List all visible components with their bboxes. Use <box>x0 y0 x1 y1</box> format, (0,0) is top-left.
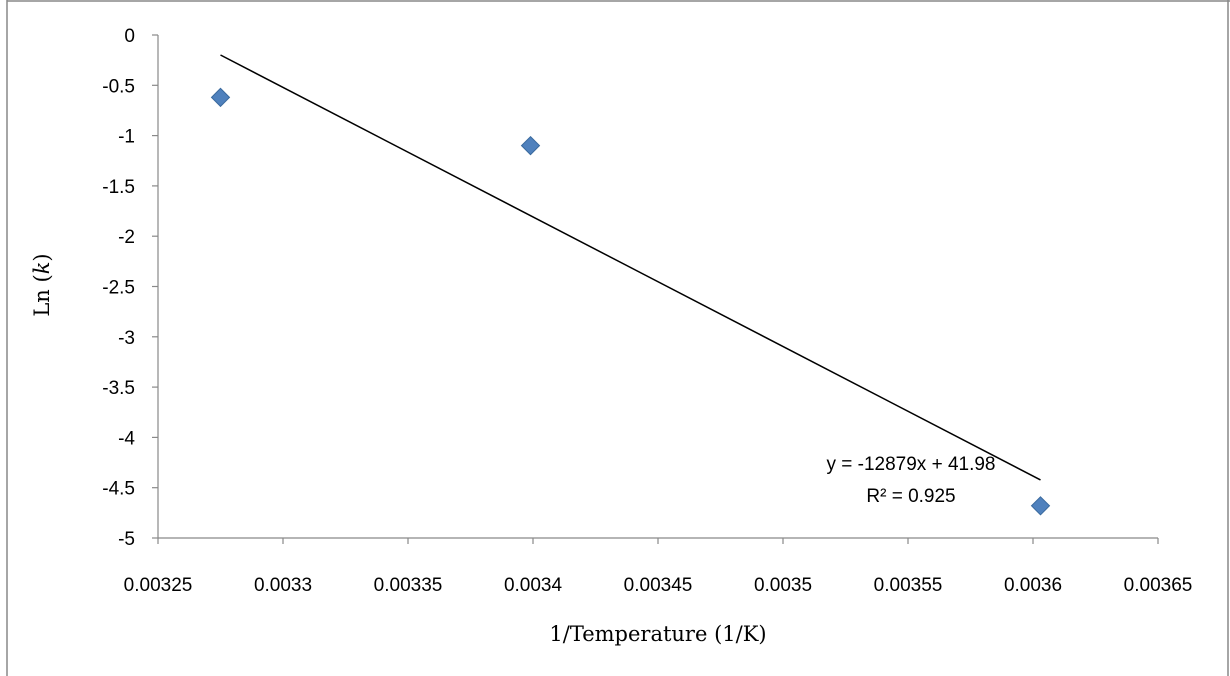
y-tick-label: -4 <box>118 428 135 449</box>
x-tick-label: 0.00325 <box>124 575 193 596</box>
y-axis-title-suffix: ) <box>30 253 54 261</box>
trendline-equation: y = -12879x + 41.98 <box>826 454 995 475</box>
data-point-diamond <box>210 87 231 108</box>
x-tick-label: 0.00345 <box>624 575 693 596</box>
y-tick-label: -2.5 <box>102 278 135 299</box>
trendline-group <box>220 54 1041 481</box>
data-point-diamond <box>1030 496 1051 516</box>
x-axis-title: 1/Temperature (1/K) <box>549 622 766 646</box>
y-tick-label: -5 <box>118 529 135 550</box>
y-tick-label: -2 <box>118 227 135 248</box>
y-axis-title: Ln (k) <box>30 253 54 316</box>
y-tick-label: -1 <box>118 127 135 148</box>
y-axis-title-prefix: Ln ( <box>30 274 54 316</box>
y-ticks: 0 -0.5 -1 -1.5 -2 -2.5 -3 -3.5 -4 -4.5 -5 <box>102 26 158 550</box>
y-tick-label: -3 <box>118 328 135 349</box>
y-tick-label: -0.5 <box>102 76 135 97</box>
y-tick-label: 0 <box>124 26 135 47</box>
y-axis-title-var: k <box>30 262 54 275</box>
x-tick-label: 0.0033 <box>254 575 312 596</box>
y-tick-label: -4.5 <box>102 479 135 500</box>
x-tick-label: 0.00335 <box>374 575 443 596</box>
trendline <box>220 54 1041 481</box>
trendline-r-squared: R² = 0.925 <box>866 486 955 507</box>
y-tick-label: -1.5 <box>102 177 135 198</box>
x-tick-label: 0.00365 <box>1124 575 1193 596</box>
y-tick-label: -3.5 <box>102 378 135 399</box>
x-tick-label: 0.0034 <box>504 575 563 596</box>
x-tick-label: 0.0036 <box>1004 575 1062 596</box>
x-tick-label: 0.00355 <box>874 575 943 596</box>
data-points <box>210 87 1051 516</box>
data-point-diamond <box>520 135 541 156</box>
x-tick-label: 0.0035 <box>754 575 812 596</box>
x-ticks: 0.00325 0.0033 0.00335 0.0034 0.00345 0.0035 0… <box>124 538 1193 596</box>
